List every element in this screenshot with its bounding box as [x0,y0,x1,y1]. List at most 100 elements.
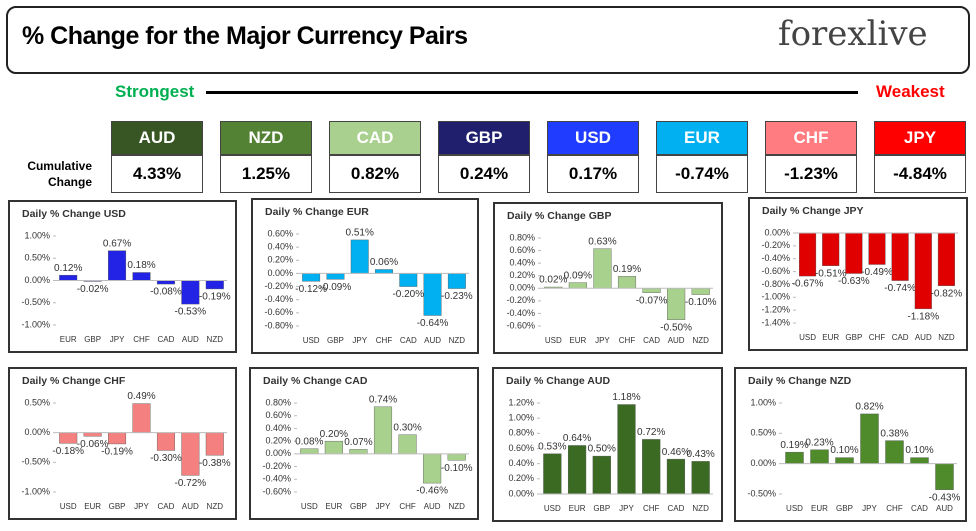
y-tick-label: -1.40% [761,317,790,327]
currency-name: EUR [656,121,748,155]
chart: Daily % Change EUR0.60%0.40%0.20%0.00%-0… [264,206,473,345]
x-tick-label: JPY [595,336,610,345]
bar [666,458,686,495]
y-tick-label: 0.80% [508,428,534,438]
bar [617,276,637,289]
value-label: -0.02% [77,284,109,295]
x-tick-label: JPY [376,502,391,511]
bar [891,232,909,281]
cumulative-change: 1.25% [220,155,312,193]
chart-box: Daily % Change NZD 1.00% 0.50% 0.00% -0.50% U… [734,367,967,522]
value-label: 0.46% [662,447,690,458]
x-tick-label: JPY [134,502,149,511]
x-tick-label: AUD [424,502,441,511]
value-label: -0.30% [150,453,182,464]
bar [398,434,417,455]
y-tick-label: 0.40% [509,258,535,268]
value-label: 0.07% [344,437,372,448]
y-tick-label: 0.00% [24,275,50,285]
bar [835,457,854,464]
x-tick-label: NZD [449,336,466,345]
x-tick-label: GBP [350,502,367,511]
chart-box: Daily % Change CHF 0.50% 0.00% -0.50% -1.00%… [8,367,237,520]
bar [349,449,368,455]
x-tick-label: AUD [915,333,932,342]
x-tick-label: AUD [182,335,199,344]
row-label: Cumulative Change [27,159,92,189]
x-tick-label: JPY [619,504,634,513]
chart-box: Daily % Change JPY 0.00% -0.20% -0.40% -0.60… [748,197,968,351]
value-label: -0.23% [441,291,473,302]
y-tick-label: -1.00% [21,319,50,329]
currency-name: NZD [220,121,312,155]
bar [567,445,587,495]
value-label: -0.72% [175,478,207,489]
value-label: -0.08% [150,287,182,298]
x-tick-label: CAD [400,336,417,345]
bar [691,461,710,495]
y-tick-label: -1.00% [21,486,50,496]
x-tick-label: EUR [84,502,101,511]
x-tick-label: CHF [643,504,660,513]
currency-name: USD [547,121,639,155]
y-tick-label: -0.60% [264,307,293,317]
bar [691,288,710,295]
value-label: 0.06% [370,257,398,268]
value-label: -0.51% [815,268,847,279]
x-tick-label: AUD [668,336,685,345]
value-label: -0.50% [660,322,692,333]
bar [132,403,151,433]
value-label: -0.18% [52,446,84,457]
value-label: -0.82% [931,288,963,299]
x-tick-label: AUD [424,336,441,345]
value-label: -0.10% [685,297,717,308]
y-tick-label: -0.80% [264,320,293,330]
x-tick-label: USD [60,502,77,511]
bar [108,250,127,281]
value-label: 0.02% [539,275,567,286]
y-tick-label: -0.60% [761,266,790,276]
y-tick-label: 0.40% [265,423,291,433]
y-tick-label: 0.00% [509,283,535,293]
chart-box: Daily % Change GBP 0.80% 0.60% 0.40% 0.20% 0.… [493,202,723,354]
bar [935,463,954,490]
x-tick-label: GBP [845,333,862,342]
value-label: 0.43% [686,449,714,460]
chart: Daily % Change NZD 1.00% 0.50% 0.00% -0.50% U… [747,375,960,513]
value-label: -0.09% [320,282,352,293]
bar [156,280,175,285]
y-tick-label: 0.40% [508,458,534,468]
strength-line [206,91,858,94]
y-tick-label: 1.00% [750,397,776,407]
value-label: 0.19% [613,264,641,275]
y-tick-label: 0.20% [508,473,534,483]
y-tick-label: -1.00% [761,292,790,302]
y-tick-label: 0.80% [265,397,291,407]
y-tick-label: 0.20% [509,270,535,280]
y-tick-label: -0.50% [21,297,50,307]
value-label: 0.49% [127,391,155,402]
chart-title: Daily % Change EUR [265,206,369,218]
bar [642,439,661,495]
bar [885,440,904,464]
x-tick-label: GBP [593,504,610,513]
x-tick-label: AUD [936,504,953,513]
x-tick-label: NZD [207,502,224,511]
y-tick-label: 0.60% [509,245,535,255]
y-tick-label: 0.80% [509,232,535,242]
cumulative-change: -1.23% [765,155,857,193]
currency-name: AUD [111,121,203,155]
x-tick-label: CAD [911,504,928,513]
y-tick-label: 0.60% [265,410,291,420]
x-tick-label: NZD [692,336,709,345]
bar [205,432,224,456]
bar [937,232,955,286]
x-tick-label: CAD [892,333,909,342]
bar [592,455,611,495]
y-tick-label: 1.00% [24,230,50,240]
x-tick-label: JPY [862,504,877,513]
value-label: 1.18% [612,392,640,403]
value-label: -0.74% [884,283,916,294]
x-tick-label: CAD [157,335,174,344]
bar [868,232,886,265]
